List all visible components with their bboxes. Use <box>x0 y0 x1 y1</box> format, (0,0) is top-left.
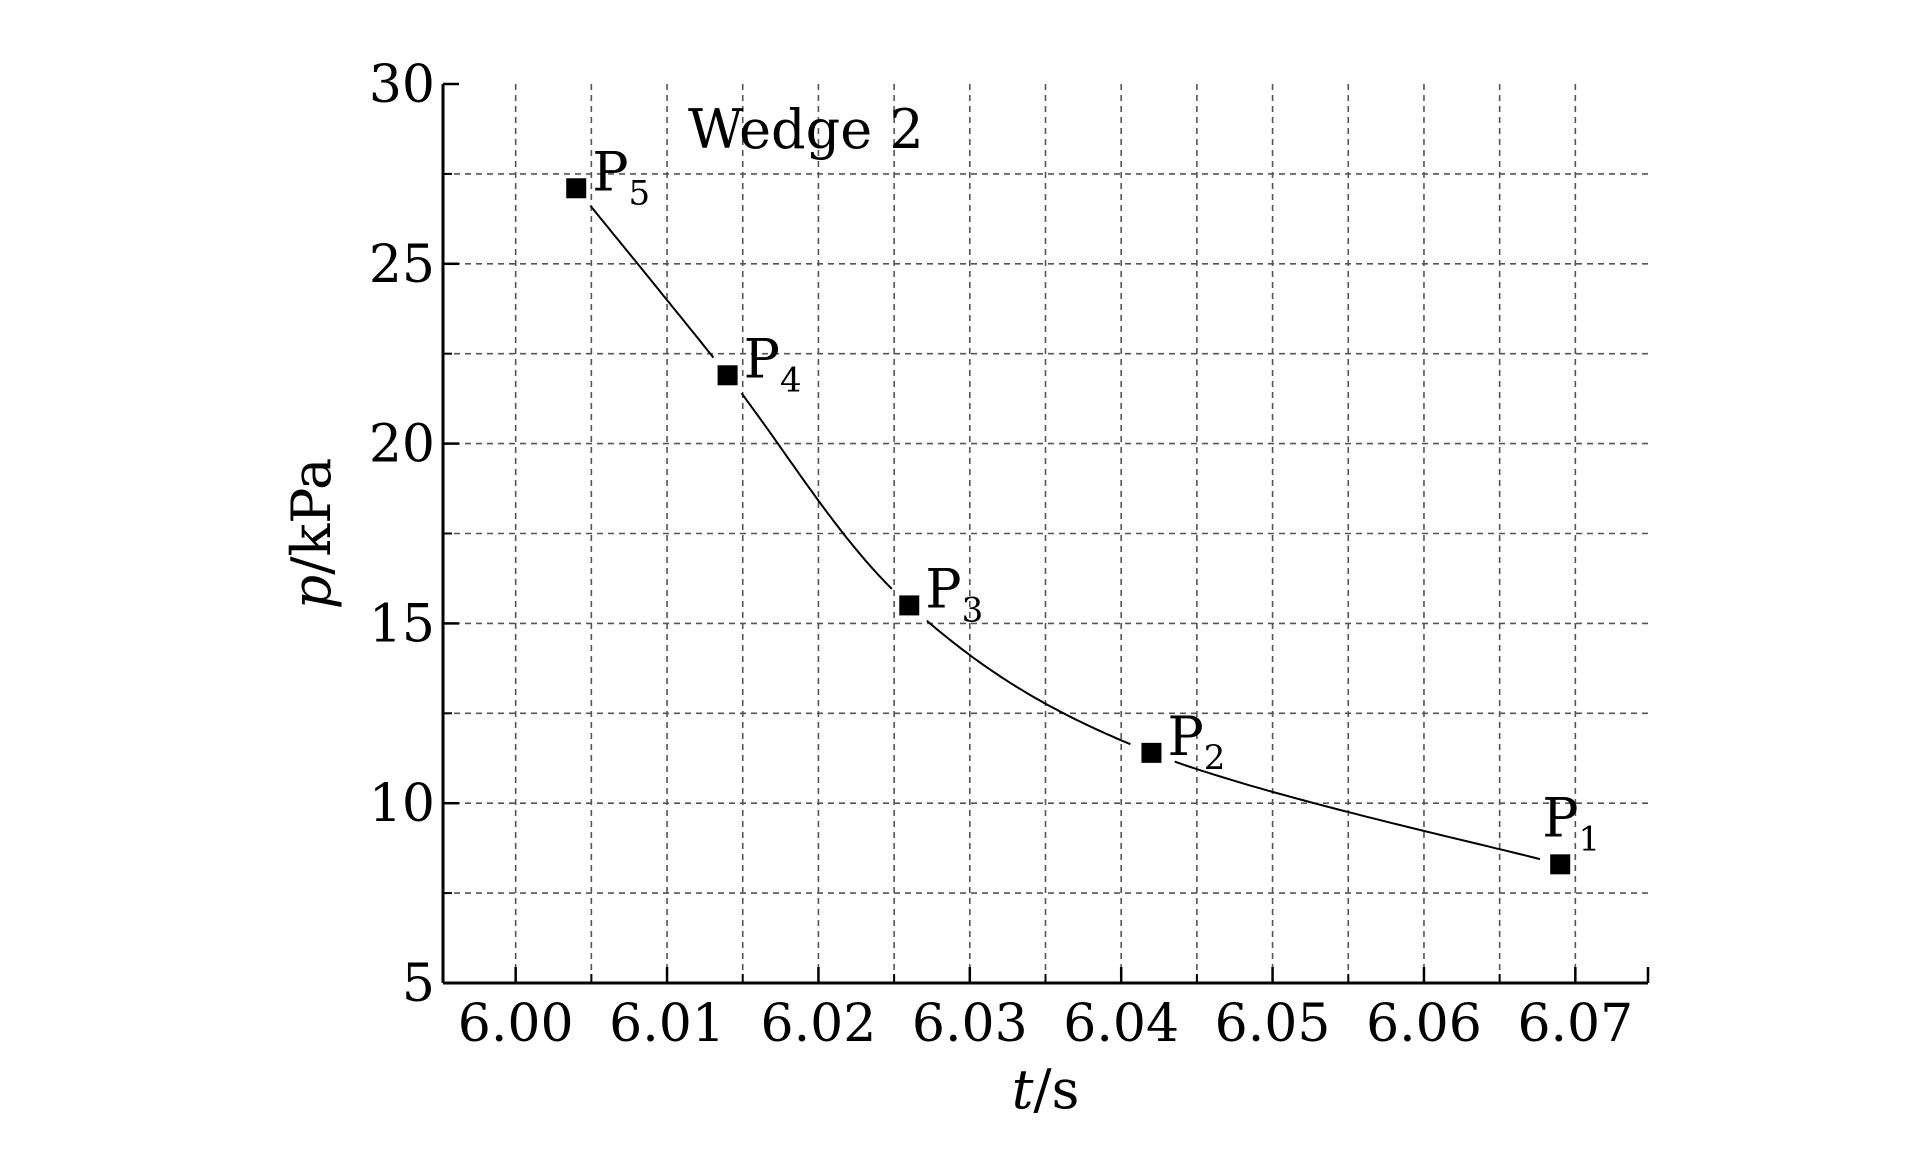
data-point-marker <box>717 365 738 386</box>
x-axis-title-unit: /s <box>1033 1058 1079 1121</box>
x-tick-label: 6.07 <box>1517 994 1633 1054</box>
data-point-label: P4 <box>744 327 802 400</box>
data-point-marker <box>1141 742 1162 763</box>
x-tick-label: 6.01 <box>609 994 725 1054</box>
data-point-label: P5 <box>592 140 650 213</box>
y-axis-title: p/kPa <box>280 458 343 610</box>
y-tick-label: 20 <box>369 415 435 475</box>
y-tick-label: 30 <box>369 55 435 115</box>
x-tick-label: 6.00 <box>458 994 574 1054</box>
x-axis-title: t/s <box>1012 1058 1080 1121</box>
x-axis-title-var: t <box>1012 1058 1034 1121</box>
markers: P5 P4 P3 P2 P1 <box>566 140 1600 875</box>
y-tick-label: 10 <box>369 774 435 834</box>
curve-segment <box>1174 760 1541 861</box>
data-point-label: P1 <box>1542 786 1600 859</box>
grid <box>443 84 1648 983</box>
data-point-label-subscript: 5 <box>629 173 651 213</box>
y-tick-label: 25 <box>369 235 435 295</box>
data-point-label-subscript: 2 <box>1204 738 1226 778</box>
x-tick-label: 6.05 <box>1215 994 1331 1054</box>
data-point-label-subscript: 1 <box>1579 819 1601 859</box>
data-point-marker <box>899 595 920 616</box>
chart-title: Wedge 2 <box>688 98 924 161</box>
y-axis-title-unit: /kPa <box>280 458 343 575</box>
data-point-label-subscript: 4 <box>780 360 802 400</box>
curve-layer <box>589 205 1541 861</box>
ticks: 6.00 6.01 6.02 6.03 6.04 6.05 6.06 6.0751015202… <box>369 55 1650 1054</box>
data-point-label: P3 <box>925 557 983 630</box>
curve-segment <box>926 619 1131 746</box>
data-point-label-subscript: 3 <box>962 590 984 630</box>
x-tick-label: 6.02 <box>761 994 877 1054</box>
y-axis-title-var: p <box>280 575 343 610</box>
curve-segment <box>589 205 715 359</box>
curve-segment <box>740 392 893 590</box>
data-point-marker <box>1550 854 1571 875</box>
y-tick-label: 15 <box>369 594 435 654</box>
data-point-label: P2 <box>1167 705 1225 778</box>
data-point-marker <box>566 178 587 199</box>
x-tick-label: 6.06 <box>1366 994 1482 1054</box>
x-tick-label: 6.03 <box>912 994 1028 1054</box>
y-tick-label: 5 <box>402 954 435 1014</box>
x-tick-label: 6.04 <box>1063 994 1179 1054</box>
